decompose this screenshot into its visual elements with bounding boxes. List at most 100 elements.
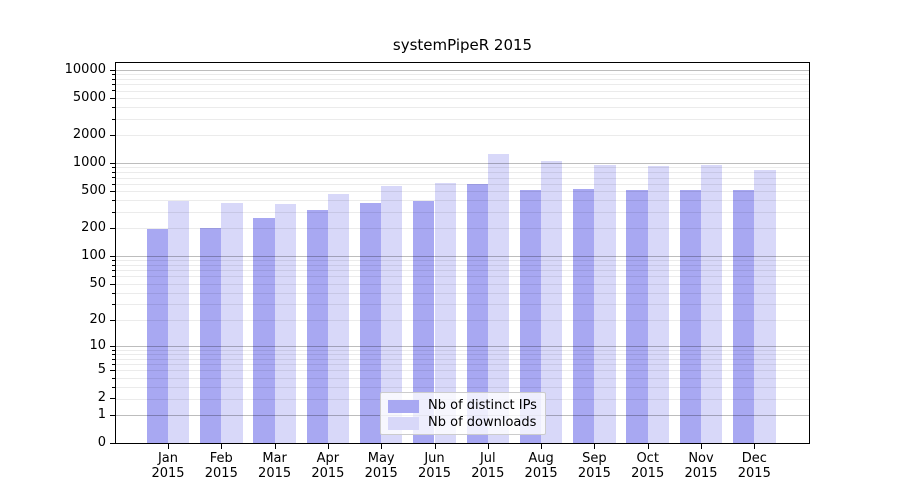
y-minor-tick: [112, 276, 115, 278]
bar-downloads: [754, 169, 776, 443]
y-tick-label: 20: [89, 311, 106, 327]
y-tick-label: 200: [81, 220, 106, 236]
y-minor-tick: [112, 200, 115, 202]
year-label: 2015: [364, 466, 398, 481]
x-tick: [327, 444, 329, 449]
x-tick-label: Apr 2015: [298, 451, 358, 481]
bar-distinct-ips: [573, 188, 595, 443]
y-tick-label: 5000: [72, 89, 106, 105]
y-tick: [110, 134, 115, 136]
y-minor-tick: [112, 353, 115, 355]
y-minor-tick: [112, 118, 115, 120]
minor-gridline: [116, 97, 809, 99]
legend-entry: Nb of downloads: [388, 415, 537, 431]
y-minor-tick: [112, 183, 115, 185]
legend-swatch: [388, 416, 419, 430]
x-tick: [701, 444, 702, 449]
month-label: May: [367, 451, 395, 466]
y-tick-label: 2: [97, 390, 106, 406]
year-label: 2015: [258, 466, 292, 481]
y-minor-tick: [112, 303, 115, 305]
y-tick: [110, 370, 115, 372]
year-label: 2015: [311, 466, 345, 481]
y-minor-tick: [112, 364, 115, 366]
y-minor-tick: [112, 386, 115, 388]
year-label: 2015: [471, 466, 505, 481]
month-label: Jan: [157, 451, 179, 466]
y-tick-label: 1: [97, 406, 106, 422]
y-minor-tick: [112, 270, 115, 272]
bar-downloads: [647, 165, 669, 443]
x-tick: [168, 444, 169, 449]
y-tick-label: 100: [81, 247, 106, 263]
minor-gridline: [116, 118, 809, 120]
month-label: Dec: [741, 451, 767, 466]
y-tick: [110, 191, 115, 193]
y-tick: [110, 163, 115, 165]
y-minor-tick: [112, 90, 115, 92]
y-tick: [110, 443, 115, 444]
bar-downloads: [168, 200, 190, 443]
x-tick-label: Mar 2015: [245, 451, 305, 481]
minor-gridline: [116, 106, 809, 108]
y-tick: [110, 228, 115, 230]
x-tick-label: Jun 2015: [405, 451, 465, 481]
minor-gridline: [116, 135, 809, 136]
y-tick: [110, 319, 115, 321]
bar-distinct-ips: [733, 190, 755, 443]
bar-downloads: [701, 164, 723, 443]
plot-area: [115, 62, 810, 444]
y-minor-tick: [112, 211, 115, 213]
y-minor-tick: [112, 177, 115, 179]
y-tick: [110, 414, 115, 416]
bar-downloads: [221, 203, 243, 443]
y-minor-tick: [112, 260, 115, 262]
year-label: 2015: [737, 466, 771, 481]
bar-distinct-ips: [253, 217, 275, 443]
minor-gridline: [116, 78, 809, 80]
y-minor-tick: [112, 84, 115, 86]
x-tick-label: Dec 2015: [724, 451, 784, 481]
x-tick-label: Jul 2015: [458, 451, 518, 481]
bar-distinct-ips: [626, 189, 648, 443]
y-tick: [110, 345, 115, 347]
y-minor-tick: [112, 358, 115, 360]
bar-distinct-ips: [146, 229, 168, 443]
x-tick-label: Feb 2015: [191, 451, 251, 481]
y-minor-tick: [112, 78, 115, 80]
bar-distinct-ips: [519, 189, 542, 443]
bar-downloads: [487, 153, 510, 443]
month-label: Oct: [636, 451, 659, 466]
y-tick: [110, 255, 115, 257]
y-minor-tick: [112, 106, 115, 108]
bar-downloads: [434, 182, 456, 443]
y-minor-tick: [112, 172, 115, 174]
x-tick: [594, 444, 596, 449]
legend-label: Nb of distinct IPs: [428, 398, 537, 413]
y-tick: [110, 69, 115, 71]
y-tick-label: 1000: [72, 155, 106, 171]
x-tick-label: Sep 2015: [564, 451, 624, 481]
bar-downloads: [381, 185, 403, 443]
y-tick: [110, 398, 115, 400]
year-label: 2015: [684, 466, 718, 481]
month-label: Jun: [424, 451, 445, 466]
bar-distinct-ips: [413, 201, 435, 443]
bar-downloads: [327, 193, 350, 443]
year-label: 2015: [151, 466, 185, 481]
bar-distinct-ips: [679, 189, 701, 443]
y-minor-tick: [112, 349, 115, 351]
y-tick-label: 10: [89, 337, 106, 353]
y-tick: [110, 97, 115, 99]
month-label: Mar: [262, 451, 287, 466]
bar-downloads: [541, 161, 563, 443]
month-label: Feb: [209, 451, 233, 466]
x-tick: [274, 444, 276, 449]
bar-downloads: [594, 164, 616, 443]
month-label: Nov: [688, 451, 714, 466]
legend-entry: Nb of distinct IPs: [388, 398, 537, 414]
y-minor-tick: [112, 292, 115, 294]
month-label: Apr: [316, 451, 340, 466]
x-tick: [487, 444, 489, 449]
